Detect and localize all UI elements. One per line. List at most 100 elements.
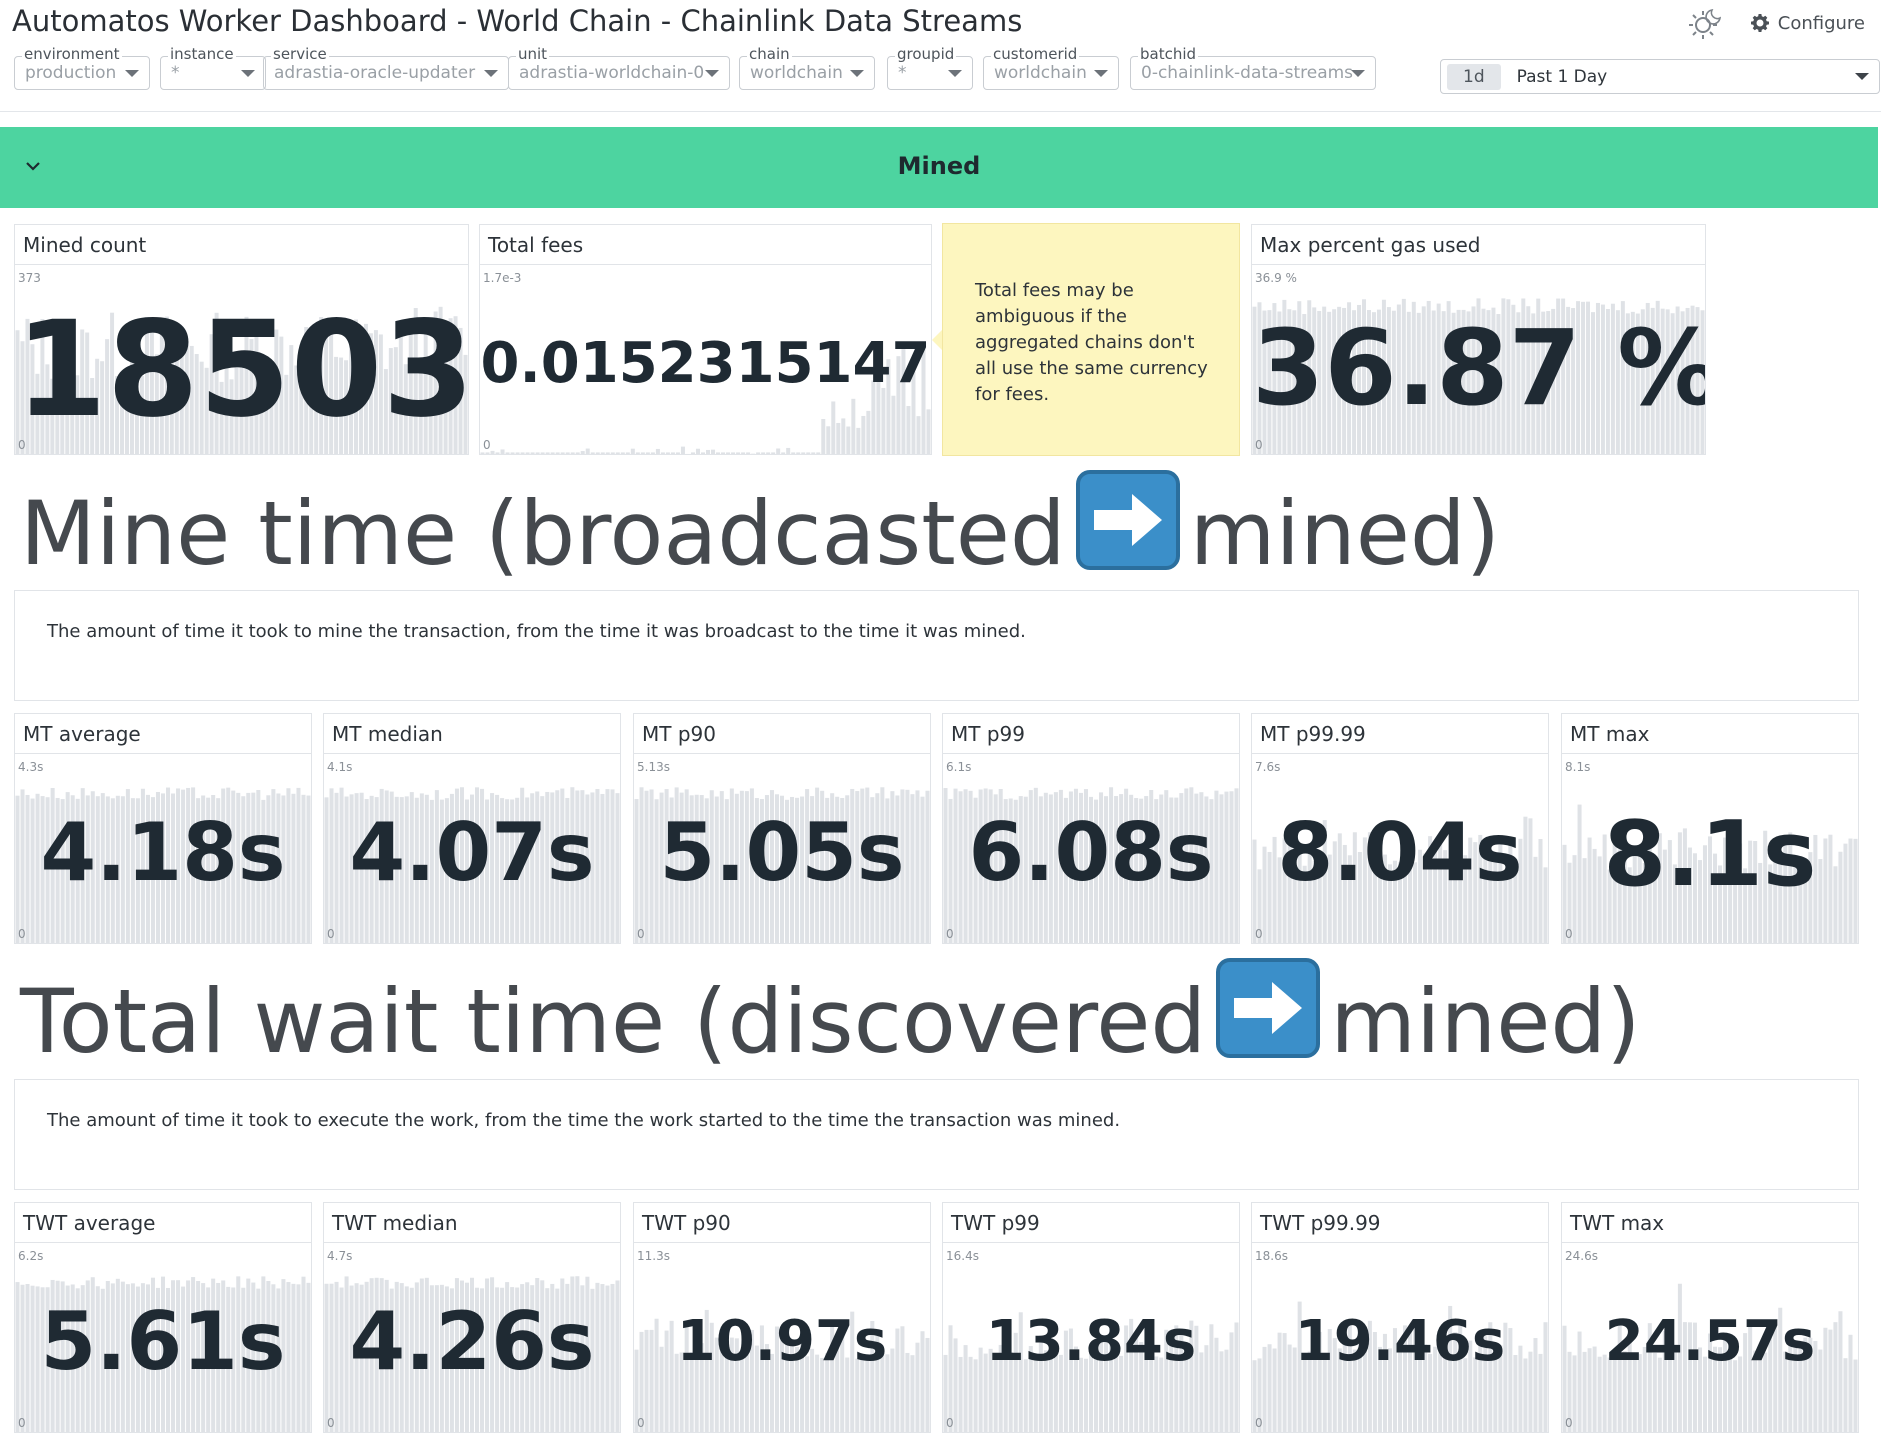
- note-pointer: [932, 330, 942, 350]
- widget-title: MT median: [324, 714, 620, 754]
- big-value: 8.1s: [1603, 802, 1817, 907]
- var-label: environment: [22, 45, 122, 63]
- var-value: 0-chainlink-data-streams: [1141, 63, 1354, 83]
- chevron-down-icon: [125, 70, 139, 77]
- axis-min-label: 0: [18, 438, 26, 452]
- widget-title: TWT p99.99: [1252, 1203, 1548, 1243]
- sparkline: [480, 283, 931, 454]
- widget-mt-average[interactable]: MT average 4.3s 0 4.18s: [14, 713, 312, 944]
- sparkline: [324, 772, 620, 943]
- var-value: worldchain: [994, 63, 1087, 83]
- sparkline: [1562, 772, 1858, 943]
- sparkline: [943, 772, 1239, 943]
- var-select[interactable]: 0-chainlink-data-streams: [1130, 56, 1376, 90]
- axis-min-label: 0: [946, 927, 954, 941]
- widget-max-gas[interactable]: Max percent gas used 36.9 % 0 36.87 %: [1251, 224, 1706, 455]
- widget-mt-p99[interactable]: MT p99 6.1s 0 6.08s: [942, 713, 1240, 944]
- widget-total-fees[interactable]: Total fees 1.7e-3 0 0.0152315147: [479, 224, 932, 455]
- axis-min-label: 0: [483, 438, 491, 452]
- sparkline: [943, 1261, 1239, 1432]
- widget-mined-count[interactable]: Mined count 373 0 18503: [14, 224, 469, 455]
- widget-title: Total fees: [480, 225, 931, 265]
- big-value: 4.18s: [40, 806, 286, 899]
- sparkline: [1252, 772, 1548, 943]
- axis-max-label: 11.3s: [637, 1249, 670, 1263]
- var-value: worldchain: [750, 63, 843, 83]
- axis-min-label: 0: [1565, 927, 1573, 941]
- time-range-picker[interactable]: 1d Past 1 Day: [1440, 59, 1880, 94]
- widget-title: MT p99: [943, 714, 1239, 754]
- axis-min-label: 0: [946, 1416, 954, 1430]
- var-select[interactable]: adrastia-oracle-updater: [263, 56, 509, 90]
- var-select[interactable]: adrastia-worldchain-0: [508, 56, 730, 90]
- widget-twt-max[interactable]: TWT max 24.6s 0 24.57s: [1561, 1202, 1859, 1433]
- theme-toggle-icon[interactable]: [1688, 6, 1722, 40]
- widget-title: TWT p99: [943, 1203, 1239, 1243]
- widget-twt-p99[interactable]: TWT p99 16.4s 0 13.84s: [942, 1202, 1240, 1433]
- big-value: 5.61s: [40, 1295, 286, 1388]
- widget-twt-median[interactable]: TWT median 4.7s 0 4.26s: [323, 1202, 621, 1433]
- section-description: The amount of time it took to mine the t…: [14, 590, 1859, 701]
- group-header-mined[interactable]: Mined: [0, 127, 1878, 208]
- axis-max-label: 7.6s: [1255, 760, 1281, 774]
- big-value: 24.57s: [1604, 1309, 1816, 1374]
- var-label: groupid: [895, 45, 957, 63]
- axis-max-label: 4.3s: [18, 760, 44, 774]
- configure-button[interactable]: Configure: [1750, 13, 1865, 34]
- widget-twt-p99-99[interactable]: TWT p99.99 18.6s 0 19.46s: [1251, 1202, 1549, 1433]
- var-select[interactable]: worldchain: [739, 56, 875, 90]
- big-value: 6.08s: [968, 806, 1214, 899]
- axis-max-label: 4.1s: [327, 760, 353, 774]
- big-value: 5.05s: [659, 806, 905, 899]
- var-label: customerid: [991, 45, 1080, 63]
- heading-text: Total wait time (discovered: [20, 970, 1207, 1073]
- widget-title: TWT p90: [634, 1203, 930, 1243]
- axis-min-label: 0: [1565, 1416, 1573, 1430]
- widget-title: MT max: [1562, 714, 1858, 754]
- sparkline: [634, 772, 930, 943]
- dashboard-title: Automatos Worker Dashboard - World Chain…: [12, 4, 1023, 38]
- chevron-down-icon: [1094, 70, 1108, 77]
- var-value: *: [898, 63, 907, 83]
- big-value: 10.97s: [676, 1309, 888, 1374]
- chevron-down-icon: [850, 70, 864, 77]
- axis-min-label: 0: [1255, 927, 1263, 941]
- heading-text: Mine time (broadcasted: [20, 482, 1066, 585]
- widget-mt-p99-99[interactable]: MT p99.99 7.6s 0 8.04s: [1251, 713, 1549, 944]
- var-value: *: [171, 63, 180, 83]
- big-value: 0.0152315147: [480, 331, 931, 396]
- chevron-down-icon: [705, 70, 719, 77]
- header-divider: [0, 111, 1881, 112]
- axis-min-label: 0: [1255, 438, 1263, 452]
- big-value: 4.07s: [349, 806, 595, 899]
- widget-twt-average[interactable]: TWT average 6.2s 0 5.61s: [14, 1202, 312, 1433]
- description-text: The amount of time it took to execute th…: [47, 1110, 1121, 1131]
- var-value: adrastia-oracle-updater: [274, 63, 476, 83]
- right-arrow-icon: [1216, 958, 1321, 1058]
- widget-mt-median[interactable]: MT median 4.1s 0 4.07s: [323, 713, 621, 944]
- axis-max-label: 6.2s: [18, 1249, 44, 1263]
- sparkline: [15, 772, 311, 943]
- configure-label: Configure: [1777, 12, 1865, 34]
- chevron-down-icon: [1855, 73, 1869, 80]
- time-range-badge: 1d: [1447, 63, 1501, 90]
- sparkline: [1562, 1261, 1858, 1432]
- chevron-down-icon[interactable]: [22, 155, 44, 177]
- widget-mt-p90[interactable]: MT p90 5.13s 0 5.05s: [633, 713, 931, 944]
- right-arrow-icon: [1075, 470, 1180, 570]
- axis-min-label: 0: [1255, 1416, 1263, 1430]
- sparkline: [1252, 1261, 1548, 1432]
- note-widget: Total fees may be ambiguous if the aggre…: [942, 223, 1240, 456]
- axis-min-label: 0: [327, 927, 335, 941]
- widget-title: Max percent gas used: [1252, 225, 1705, 265]
- widget-mt-max[interactable]: MT max 8.1s 0 8.1s: [1561, 713, 1859, 944]
- var-value: adrastia-worldchain-0: [519, 63, 705, 83]
- description-text: The amount of time it took to mine the t…: [47, 621, 1026, 642]
- widget-title: MT average: [15, 714, 311, 754]
- var-value: production: [25, 63, 117, 83]
- axis-max-label: 24.6s: [1565, 1249, 1598, 1263]
- group-title: Mined: [897, 152, 981, 180]
- chevron-down-icon: [948, 70, 962, 77]
- widget-twt-p90[interactable]: TWT p90 11.3s 0 10.97s: [633, 1202, 931, 1433]
- var-label: unit: [516, 45, 550, 63]
